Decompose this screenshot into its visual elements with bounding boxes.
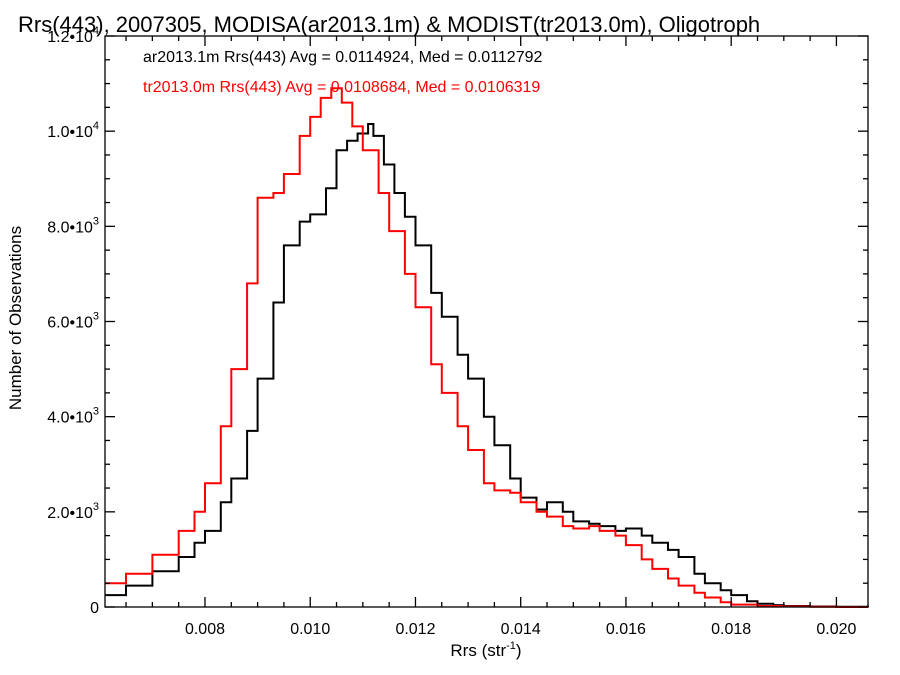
- x-axis-label-close: ): [516, 641, 522, 660]
- x-axis-label-sup: -1: [506, 640, 516, 652]
- y-tick-label: 2.0•103: [47, 501, 99, 522]
- annotation-layer: ar2013.1m Rrs(443) Avg = 0.0114924, Med …: [143, 49, 542, 96]
- y-tick-label: 1.0•104: [47, 120, 99, 141]
- y-tick-label: 1.2•104: [47, 25, 99, 46]
- ticks-layer: 0.008 0.010 0.012 0.014 0.016 0.018 0.020 0 2.0•…: [47, 25, 868, 638]
- chart-title: Rrs(443), 2007305, MODISA(ar2013.1m) & M…: [18, 12, 760, 37]
- annotation-black: ar2013.1m Rrs(443) Avg = 0.0114924, Med …: [143, 49, 542, 66]
- x-tick-label: 0.020: [816, 621, 856, 638]
- y-tick-label: 8.0•103: [47, 215, 99, 236]
- y-tick-label: 0: [90, 600, 99, 617]
- x-tick-label: 0.018: [711, 621, 751, 638]
- y-tick-label: 4.0•103: [47, 406, 99, 427]
- plot-frame: [104, 35, 869, 608]
- x-axis-label-main: Rrs (str: [450, 641, 506, 660]
- x-tick-label: 0.010: [290, 621, 330, 638]
- x-tick-label: 0.012: [395, 621, 435, 638]
- annotation-red: tr2013.0m Rrs(443) Avg = 0.0108684, Med …: [143, 79, 540, 96]
- x-tick-label: 0.016: [606, 621, 646, 638]
- x-tick-label: 0.014: [501, 621, 541, 638]
- series-layer: [105, 87, 869, 608]
- series-line-ar2013.1m: [105, 123, 869, 608]
- y-axis-label: Number of Observations: [6, 226, 25, 410]
- x-tick-label: 0.008: [185, 621, 225, 638]
- y-tick-label: 6.0•103: [47, 311, 99, 332]
- x-axis-label: Rrs (str-1): [450, 640, 521, 660]
- series-line-tr2013.0m: [105, 87, 868, 608]
